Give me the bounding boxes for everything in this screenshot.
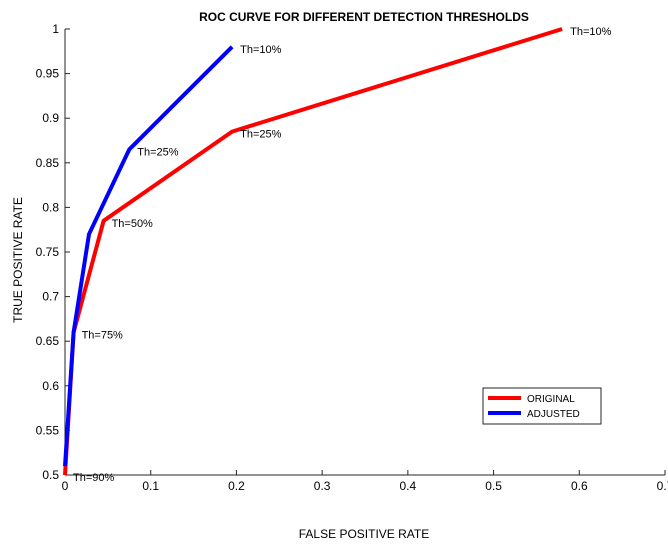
threshold-annotation: Th=75% (82, 329, 123, 341)
x-tick-label: 0.2 (228, 479, 245, 493)
x-tick-label: 0.6 (571, 479, 588, 493)
threshold-annotation: Th=25% (240, 129, 281, 141)
y-tick-label: 1 (52, 22, 59, 36)
threshold-annotation: Th=90% (73, 472, 114, 484)
series-layer (63, 27, 563, 476)
x-axis: 0 0.1 0.2 0.3 0.4 0.5 0.6 0.7 (62, 470, 668, 493)
y-tick-label: 0.9 (42, 111, 59, 125)
y-axis: 0.5 0.55 0.6 0.65 0.7 0.75 0.8 0.85 0.9 0.95 1 (36, 22, 70, 482)
y-tick-label: 0.6 (42, 379, 59, 393)
chart-title: ROC CURVE FOR DIFFERENT DETECTION THRESH… (199, 10, 529, 24)
x-tick-label: 0.7 (657, 479, 668, 493)
y-tick-label: 0.55 (36, 423, 60, 437)
x-tick-label: 0.1 (142, 479, 159, 493)
x-tick-label: 0.3 (314, 479, 331, 493)
y-tick-label: 0.95 (36, 67, 60, 81)
threshold-annotation: Th=25% (137, 146, 178, 158)
x-tick-label: 0 (62, 479, 69, 493)
x-tick-label: 0.4 (400, 479, 417, 493)
x-tick-label: 0.5 (485, 479, 502, 493)
x-axis-title: FALSE POSITIVE RATE (299, 527, 429, 541)
legend-label-adjusted: ADJUSTED (527, 409, 580, 420)
legend: ORIGINAL ADJUSTED (482, 387, 602, 425)
y-tick-label: 0.65 (36, 334, 60, 348)
y-tick-label: 0.75 (36, 245, 60, 259)
y-axis-title: TRUE POSITIVE RATE (11, 197, 25, 323)
threshold-annotation: Th=10% (240, 44, 281, 56)
threshold-annotation: Th=50% (112, 218, 153, 230)
series-line-adjusted (63, 45, 234, 467)
y-tick-label: 0.8 (42, 200, 59, 214)
y-tick-label: 0.85 (36, 156, 60, 170)
y-tick-label: 0.7 (42, 290, 59, 304)
threshold-annotation: Th=10% (570, 26, 611, 38)
legend-box (482, 387, 602, 425)
y-tick-label: 0.5 (42, 468, 59, 482)
annotation-layer: Th=90% Th=75% Th=50% Th=25% Th=25% Th=10% Th=1… (73, 26, 612, 484)
legend-label-original: ORIGINAL (527, 394, 575, 405)
